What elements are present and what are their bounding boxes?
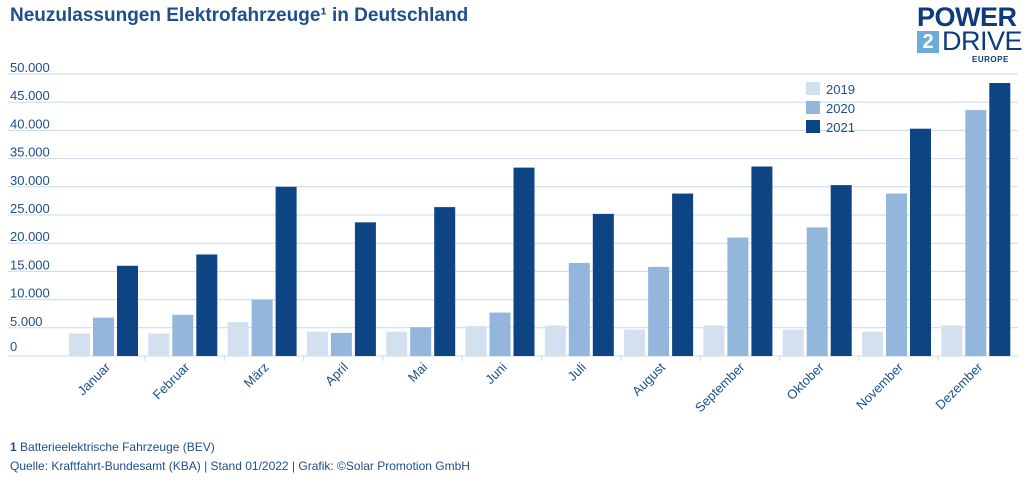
logo-badge-2: 2 bbox=[917, 31, 939, 53]
x-tick-label: Februar bbox=[150, 359, 193, 402]
bar-2021 bbox=[592, 213, 614, 356]
bar-2019 bbox=[465, 326, 487, 356]
bar-2019 bbox=[544, 325, 566, 356]
bar-2021 bbox=[434, 207, 456, 356]
bar-2020 bbox=[410, 327, 432, 356]
legend-label: 2021 bbox=[826, 120, 855, 135]
bar-2020 bbox=[568, 262, 590, 356]
y-tick-label: 40.000 bbox=[10, 116, 50, 131]
bar-2019 bbox=[782, 329, 804, 356]
bar-2020 bbox=[648, 266, 670, 356]
y-tick-label: 5.000 bbox=[10, 314, 43, 329]
bar-2019 bbox=[941, 325, 963, 356]
logo-line-europe: EUROPE bbox=[972, 55, 1009, 64]
y-tick-label: 10.000 bbox=[10, 286, 50, 301]
x-tick-label: September bbox=[692, 359, 748, 415]
chart-title: Neuzulassungen Elektrofahrzeuge¹ in Deut… bbox=[10, 5, 469, 26]
bar-2019 bbox=[227, 322, 249, 356]
bar-2021 bbox=[672, 193, 694, 356]
bar-2019 bbox=[703, 325, 725, 356]
y-tick-label: 35.000 bbox=[10, 145, 50, 160]
bar-2020 bbox=[886, 193, 907, 356]
bar-2021 bbox=[830, 185, 852, 356]
legend-swatch-2020 bbox=[806, 101, 820, 114]
bar-2019 bbox=[69, 333, 90, 356]
bar-2019 bbox=[624, 329, 646, 356]
y-tick-label: 25.000 bbox=[10, 201, 50, 216]
footnote-text: Batterieelektrische Fahrzeuge (BEV) bbox=[20, 440, 215, 454]
bar-2020 bbox=[251, 299, 273, 356]
y-tick-label: 45.000 bbox=[10, 88, 50, 103]
y-tick-label: 30.000 bbox=[10, 173, 50, 188]
bar-2020 bbox=[806, 227, 828, 356]
bar-2020 bbox=[172, 314, 194, 356]
logo-line-drive: DRIVE bbox=[942, 26, 1023, 56]
x-tick-label: Mai bbox=[405, 359, 430, 384]
legend-label: 2020 bbox=[826, 101, 855, 116]
legend-swatch-2021 bbox=[806, 120, 820, 133]
legend-label: 2019 bbox=[826, 82, 855, 97]
bar-2021 bbox=[117, 265, 138, 356]
bar-2021 bbox=[196, 254, 218, 356]
power2drive-logo: POWER 2 DRIVE EUROPE bbox=[912, 2, 1023, 64]
legend-swatch-2019 bbox=[806, 82, 820, 95]
x-tick-label: Juni bbox=[482, 359, 510, 387]
footnote-number: 1 bbox=[10, 440, 17, 454]
x-tick-label: April bbox=[322, 359, 351, 388]
bar-2019 bbox=[148, 333, 170, 356]
footnote: 1 Batterieelektrische Fahrzeuge (BEV) bbox=[10, 440, 215, 454]
y-tick-label: 15.000 bbox=[10, 257, 50, 272]
bar-2019 bbox=[862, 331, 883, 356]
bar-2021 bbox=[513, 167, 535, 356]
x-tick-label: Oktober bbox=[784, 359, 828, 403]
bar-2021 bbox=[910, 128, 931, 356]
logo-line-power: POWER bbox=[917, 2, 1017, 32]
bar-2021 bbox=[275, 186, 297, 356]
bar-2020 bbox=[965, 110, 987, 356]
source-line: Quelle: Kraftfahrt-Bundesamt (KBA) | Sta… bbox=[10, 459, 470, 473]
bar-2020 bbox=[489, 312, 511, 356]
bar-2021 bbox=[751, 166, 773, 356]
bar-chart: 0 5.000 10.000 15.000 20.000 25.000 30.000 35.0… bbox=[8, 60, 1018, 415]
bar-2020 bbox=[93, 317, 114, 356]
x-tick-label: Dezember bbox=[932, 359, 985, 412]
bar-2021 bbox=[354, 222, 376, 356]
x-tick-label: November bbox=[853, 359, 906, 412]
y-tick-label: 0 bbox=[10, 339, 17, 354]
bar-2020 bbox=[330, 332, 352, 356]
x-tick-label: März bbox=[241, 360, 272, 391]
bar-2020 bbox=[727, 237, 749, 356]
y-tick-label: 50.000 bbox=[10, 60, 50, 75]
bar-2019 bbox=[306, 331, 328, 356]
bar-2019 bbox=[386, 331, 408, 356]
x-tick-label: August bbox=[629, 359, 668, 398]
y-tick-label: 20.000 bbox=[10, 229, 50, 244]
x-tick-label: Juli bbox=[565, 359, 589, 383]
bar-2021 bbox=[989, 83, 1011, 357]
x-tick-label: Januar bbox=[74, 359, 113, 398]
